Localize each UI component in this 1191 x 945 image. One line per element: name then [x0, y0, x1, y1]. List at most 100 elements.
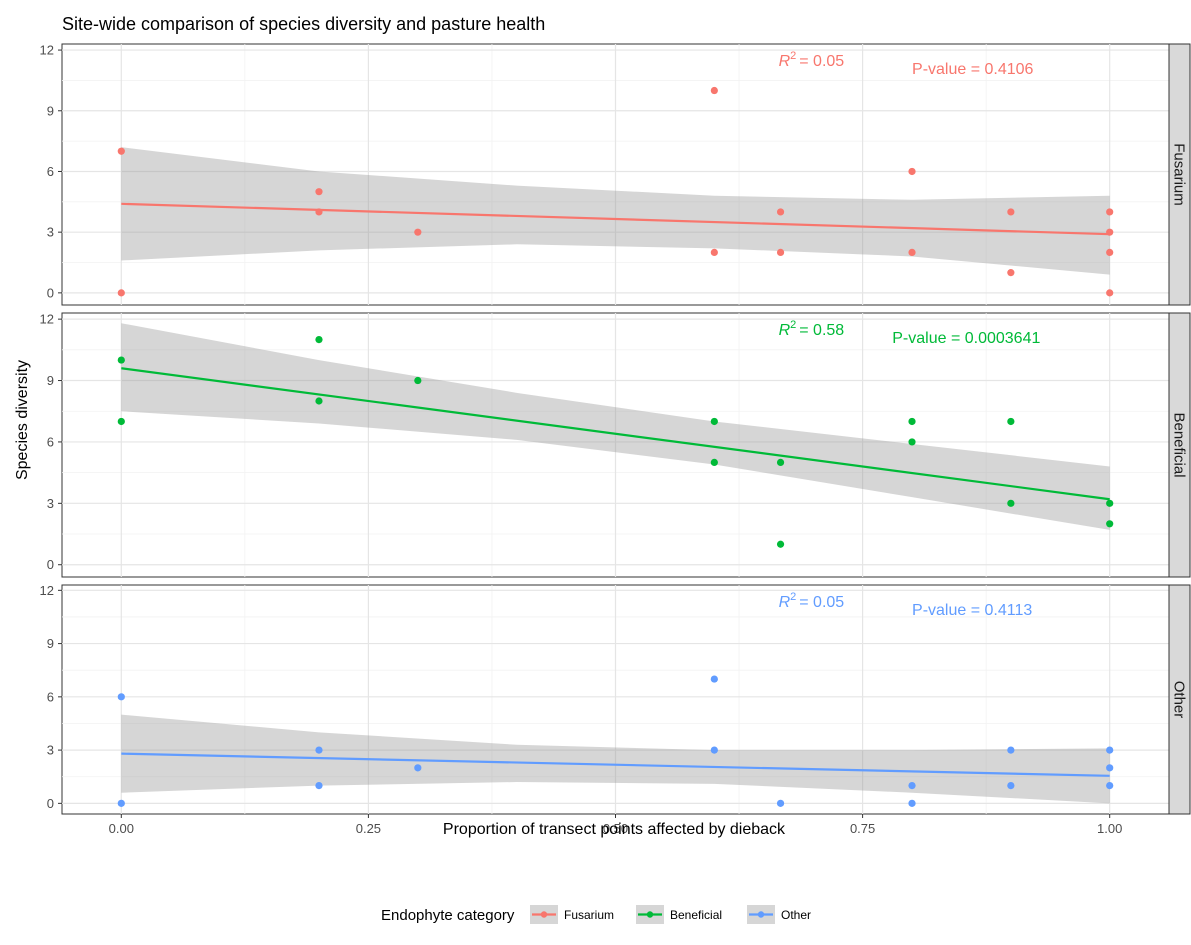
data-point	[710, 675, 718, 683]
panel-grid	[62, 313, 1169, 577]
p-value-annotation: P-value = 0.4106	[912, 61, 1034, 78]
y-tick-label: 6	[47, 164, 54, 179]
data-point	[710, 458, 718, 466]
legend-title: Endophyte category	[381, 907, 515, 924]
panel-grid	[62, 585, 1169, 814]
y-tick-label: 12	[40, 312, 54, 327]
r-squared-symbol: R	[779, 594, 791, 611]
data-point	[315, 188, 323, 196]
data-point	[1106, 764, 1114, 772]
data-point	[414, 764, 422, 772]
data-point	[776, 799, 785, 807]
facet-strip	[1168, 584, 1191, 815]
data-point	[1106, 499, 1114, 507]
p-value-annotation: P-value = 0.0003641	[892, 330, 1040, 347]
data-point	[117, 417, 125, 426]
r-squared-symbol: R	[779, 322, 791, 339]
legend: Endophyte category Fusarium Beneficial Oth…	[381, 905, 811, 924]
panel-other: R2 = 0.05 P-value = 0.4113 0 3 6 9 12 Other 0.00 0…	[40, 583, 1191, 836]
y-tick-label: 0	[47, 796, 54, 811]
x-tick-label: 0.00	[109, 821, 134, 836]
data-point	[1106, 781, 1114, 790]
r-squared-value: = 0.58	[799, 322, 844, 339]
y-tick-label: 3	[47, 225, 54, 240]
data-point	[414, 228, 422, 236]
y-tick-label: 9	[47, 373, 54, 388]
facet-strip-label: Fusarium	[1171, 143, 1188, 206]
x-tick-label: 0.75	[850, 821, 875, 836]
data-point	[710, 746, 718, 754]
data-point	[1007, 417, 1015, 426]
y-axis-title: Species diversity	[14, 360, 31, 480]
p-value-annotation: P-value = 0.4113	[912, 602, 1032, 619]
data-point	[1007, 499, 1015, 507]
facet-panels: R2 = 0.05 P-value = 0.4106036912FusariumR2…	[40, 43, 1191, 836]
plot-title: Site-wide comparison of species diversit…	[62, 14, 545, 34]
panel-grid	[62, 44, 1169, 305]
regression-line	[121, 202, 1110, 236]
data-point	[776, 540, 785, 548]
data-point	[908, 167, 916, 176]
legend-label: Other	[781, 908, 811, 922]
legend-item-other: Other	[747, 905, 811, 924]
x-tick-label: 1.00	[1097, 821, 1122, 836]
data-point	[710, 248, 718, 256]
y-tick-label: 3	[47, 496, 54, 511]
facet-strip	[1168, 43, 1191, 306]
legend-key-point	[540, 911, 548, 918]
y-tick-label: 3	[47, 743, 54, 758]
data-point	[315, 746, 323, 754]
r-squared-exponent: 2	[790, 50, 796, 62]
confidence-ribbon	[121, 147, 1110, 275]
r-squared-annotation: R2 = 0.05	[779, 50, 845, 70]
legend-item-beneficial: Beneficial	[636, 905, 722, 924]
data-point	[315, 336, 323, 344]
facet-strip-label: Other	[1171, 681, 1188, 719]
data-point	[315, 397, 323, 405]
data-point	[1007, 269, 1015, 277]
x-tick-label: 0.25	[356, 821, 381, 836]
r-squared-exponent: 2	[790, 591, 796, 603]
facet-strip	[1168, 312, 1191, 578]
data-point	[908, 781, 916, 790]
data-point	[908, 799, 916, 807]
data-point	[117, 799, 125, 807]
data-point	[710, 417, 718, 426]
data-point	[117, 356, 125, 364]
r-squared-value: = 0.05	[799, 53, 844, 70]
data-point	[776, 208, 785, 216]
data-point	[117, 147, 125, 155]
data-point	[117, 289, 125, 297]
r-squared-value: = 0.05	[799, 594, 844, 611]
legend-key-point	[757, 911, 765, 918]
data-point	[315, 781, 323, 790]
y-tick-label: 6	[47, 434, 54, 449]
y-tick-label: 9	[47, 636, 54, 651]
confidence-ribbon	[121, 714, 1110, 804]
regression-line	[121, 752, 1110, 777]
legend-label: Fusarium	[564, 908, 614, 922]
data-point	[1007, 746, 1015, 754]
data-point	[1106, 520, 1114, 528]
data-point	[776, 248, 785, 256]
data-point	[1106, 228, 1114, 236]
legend-key-point	[646, 911, 654, 918]
data-point	[710, 86, 718, 95]
x-axis-title: Proportion of transect points affected b…	[443, 821, 786, 838]
x-tick-label: 0.50	[603, 821, 628, 836]
data-point	[1106, 289, 1114, 297]
panel-beneficial: R2 = 0.58 P-value = 0.0003641 0 3 6 9 12 Benefic…	[40, 312, 1191, 578]
facet-strip-label: Beneficial	[1171, 412, 1188, 477]
data-point	[776, 458, 785, 466]
data-point	[414, 376, 422, 385]
data-point	[1106, 746, 1114, 754]
legend-item-fusarium: Fusarium	[530, 905, 614, 924]
data-point	[1007, 781, 1015, 790]
data-point	[117, 693, 125, 701]
data-point	[1007, 208, 1015, 216]
regression-line	[121, 367, 1110, 501]
confidence-ribbon	[121, 323, 1110, 530]
data-point	[315, 208, 323, 216]
r-squared-exponent: 2	[790, 319, 796, 331]
